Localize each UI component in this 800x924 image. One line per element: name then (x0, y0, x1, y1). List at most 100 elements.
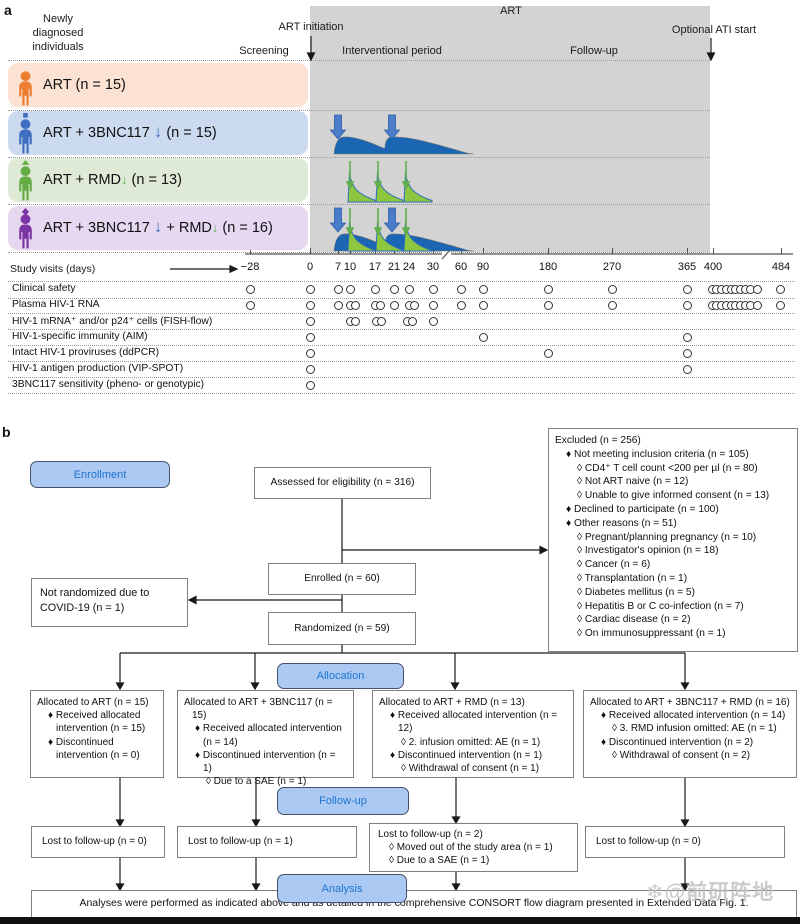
green-down-arrow-icon: ↓ (211, 220, 219, 235)
excluded-arrow-icon (539, 545, 549, 555)
assay-schedule-row (8, 345, 795, 362)
bnc117-infusion-graphic (329, 114, 475, 155)
assay-row-label: HIV-1 mRNA⁺ and/or p24⁺ cells (FISH-flow… (12, 316, 213, 327)
text-line: ♦ Other reasons (n = 51) (566, 517, 677, 529)
person-icon (19, 112, 32, 153)
bottom-black-bar (0, 917, 800, 924)
antibody-curve (333, 136, 475, 155)
latency-reversal-spike (375, 171, 405, 203)
assay-schedule-row (8, 281, 795, 299)
treatment-group-label: ART + RMD↓ (n = 13) (43, 172, 182, 188)
follow-up-stage-pill: Follow-up (277, 787, 409, 815)
visit-circle (407, 317, 417, 326)
snowflake-icon: ❄ (646, 881, 665, 904)
assay-schedule-row (8, 329, 795, 346)
axis-tick (686, 248, 688, 254)
text-line: ◊ Moved out of the study area (n = 1) (389, 842, 553, 854)
analysis-note-box: Analyses were performed as indicated abo… (31, 890, 797, 918)
lost-followup-art-box: Lost to follow-up (n = 0) (31, 826, 165, 858)
rmd-infusion-graphic (345, 161, 433, 203)
visit-circle (775, 301, 785, 310)
blue-infusion-arrow-icon (329, 114, 347, 140)
text-line: ♦ Received allocated intervention (n = 1… (195, 723, 342, 748)
assay-row-label: Intact HIV-1 proviruses (ddPCR) (12, 347, 160, 358)
visit-circle (305, 365, 315, 374)
interventional-period-label: Interventional period (342, 45, 442, 57)
latency-reversal-spike (403, 171, 433, 203)
assay-schedule-row (8, 361, 795, 378)
group-label-text: (n = 13) (127, 172, 182, 188)
day-label: 365 (677, 261, 697, 273)
visit-circle (478, 301, 488, 310)
text-line: ◊ Not ART naive (n = 12) (577, 476, 689, 488)
visit-circle (543, 285, 553, 294)
axis-tick (482, 248, 484, 254)
not-randomized-box: Not randomized due to COVID-19 (n = 1) (31, 578, 188, 627)
screening-phase-label: Screening (239, 45, 289, 57)
treatment-group-row: ART + RMD↓ (n = 13) (8, 158, 308, 202)
text-line: ♦ Not meeting inclusion criteria (n = 10… (566, 448, 749, 460)
text-line: ◊ Hepatitis B or C co-infection (n = 7) (577, 600, 744, 612)
green-infusion-arrow-icon (373, 181, 383, 190)
person-icon (19, 159, 32, 200)
text-line: COVID-19 (n = 1) (40, 602, 125, 614)
day-label: 7 (334, 261, 342, 273)
text-line: ♦ Discontinued intervention (n = 1) (390, 749, 543, 761)
enrollment-stage-pill: Enrollment (30, 461, 170, 488)
visit-circle (428, 285, 438, 294)
visit-circle (478, 285, 488, 294)
axis-tick (249, 248, 251, 254)
text-line: ◊ Withdrawal of consent (n = 1) (401, 763, 540, 775)
dotted-separator (8, 204, 710, 205)
group-label-text: ART (n = 15) (43, 77, 126, 93)
visit-circle (607, 285, 617, 294)
text-line: ♦ Discontinued intervention (n = 0) (48, 736, 140, 761)
dotted-separator (8, 109, 710, 111)
axis-tick (712, 248, 714, 254)
group-label-text: (n = 15) (162, 125, 217, 141)
art-period-shading (310, 6, 710, 252)
blue-infusion-arrow-icon (329, 207, 347, 233)
allocated-art-3bnc117-rmd-box: Allocated to ART + 3BNC117 + RMD (n = 16… (583, 690, 797, 778)
day-label: 270 (602, 261, 622, 273)
randomized-box: Randomized (n = 59) (268, 612, 416, 645)
visit-circle (682, 365, 692, 374)
text-line: ◊ Diabetes mellitus (n = 5) (577, 586, 695, 598)
allocated-art-3bnc117-box: Allocated to ART + 3BNC117 (n = 15) ♦ Rec… (177, 690, 354, 787)
text-line: ♦ Received allocated intervention (n = 1… (390, 710, 558, 735)
assay-schedule-row (8, 313, 795, 330)
art-period-label: ART (500, 5, 522, 17)
visit-circle (682, 301, 692, 310)
watermark: ❄@前研阵地 (646, 876, 774, 906)
visit-circle (409, 301, 419, 310)
excluded-box: Excluded (n = 256) ♦ Not meeting inclusio… (548, 428, 798, 652)
group-label-text: (n = 16) (218, 220, 273, 236)
green-infusion-arrow-icon (345, 181, 355, 190)
blue-infusion-arrow-icon (383, 207, 401, 233)
text-line: ♦ Discontinued intervention (n = 2) (601, 736, 754, 748)
study-visits-arrow-icon (229, 264, 239, 274)
visit-circle (333, 285, 343, 294)
visit-circle (543, 349, 553, 358)
assay-row-label: HIV-1-specific immunity (AIM) (12, 331, 148, 342)
visit-circle (478, 333, 488, 342)
text-line: ◊ 3. RMD infusion omitted: AE (n = 1) (612, 723, 777, 735)
visit-circle (428, 317, 438, 326)
combined-infusion-graphic (329, 207, 475, 252)
assay-schedule-row (8, 377, 795, 394)
day-label: 60 (454, 261, 468, 273)
newly-diagnosed-label: Newly diagnosed individuals (32, 13, 84, 53)
green-infusion-arrow-icon (401, 227, 411, 236)
treatment-group-label: ART + 3BNC117 ↓ (n = 15) (43, 122, 217, 141)
text-line: Allocated to ART + 3BNC117 + RMD (n = 16… (590, 697, 790, 708)
study-visits-label: Study visits (days) (10, 263, 96, 275)
visit-circle (389, 301, 399, 310)
blue-down-arrow-icon: ↓ (153, 122, 163, 141)
visit-circle (682, 333, 692, 342)
text-line: ◊ Withdrawal of consent (n = 2) (612, 749, 751, 761)
blue-down-arrow-icon: ↓ (153, 217, 163, 236)
day-label: 180 (538, 261, 558, 273)
assay-row-label: Clinical safety (12, 283, 76, 294)
